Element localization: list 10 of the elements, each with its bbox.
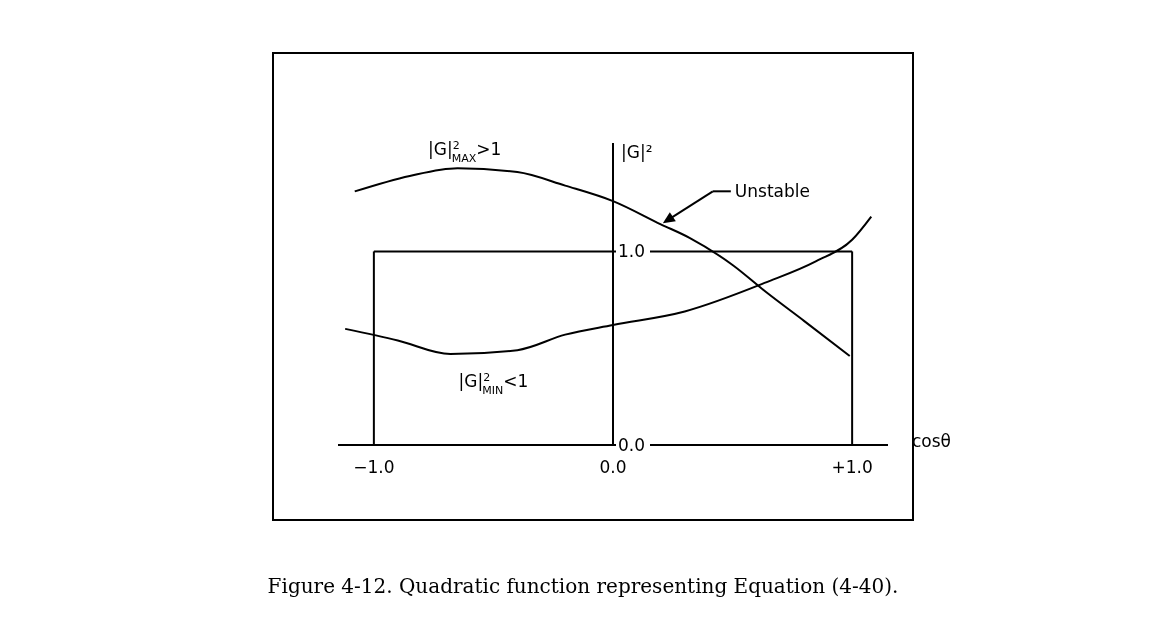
annotation: Unstable [734, 181, 810, 202]
x-tick-label: −1.0 [353, 457, 395, 477]
x-axis-title: cosθ [912, 431, 952, 451]
x-tick-label: +1.0 [831, 457, 873, 477]
y-tick-label: 1.0 [618, 241, 646, 262]
text: Figure 4-12. Quadratic function representing Equation (4-40). [267, 574, 899, 598]
annotation: |G|$^{2}$$_{MAX}$>1 [428, 138, 502, 165]
x-tick-label: 0.0 [599, 457, 627, 477]
annotation: |G|$^{2}$$_{MIN}$<1 [458, 370, 529, 397]
y-axis-title: |G|² [621, 142, 653, 162]
